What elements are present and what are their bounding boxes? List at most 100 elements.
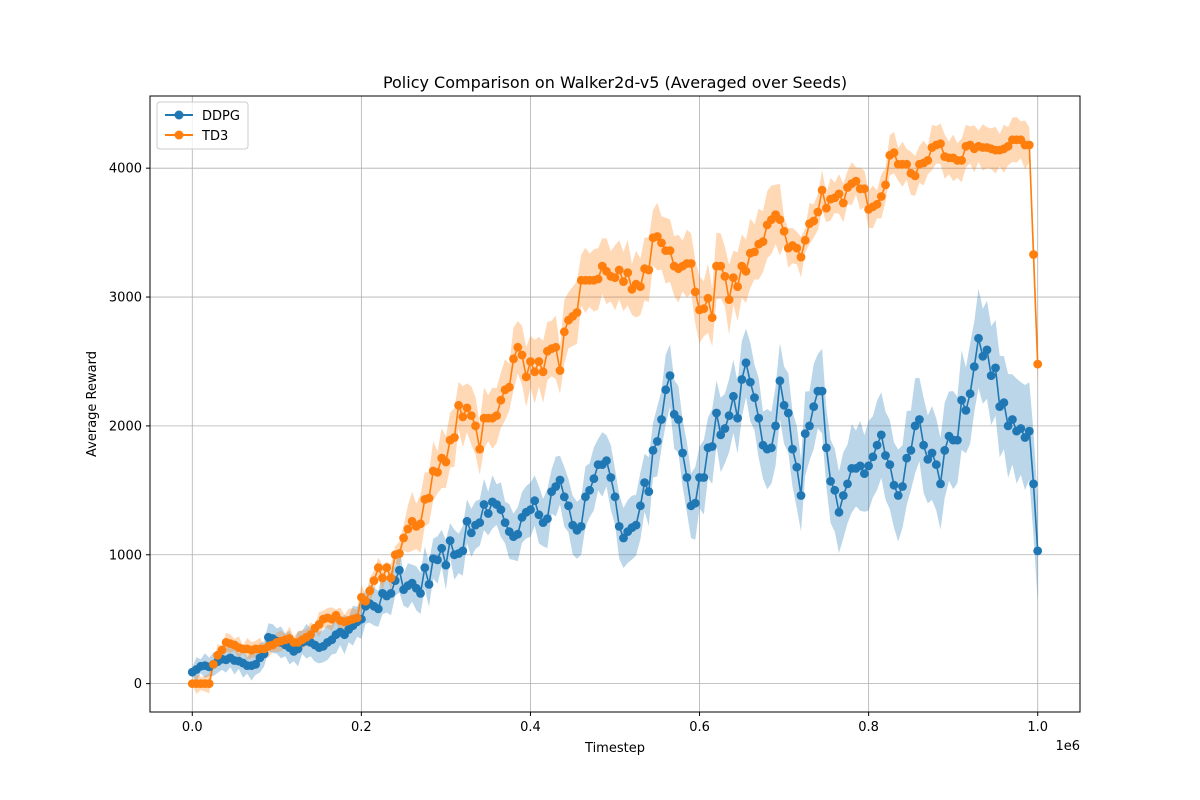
point-td3: [750, 247, 759, 257]
point-td3: [910, 171, 920, 181]
point-ddpg: [293, 644, 303, 654]
point-td3: [361, 596, 370, 606]
point-td3: [889, 148, 899, 158]
point-td3: [572, 308, 582, 317]
point-ddpg: [826, 476, 835, 486]
point-td3: [475, 444, 485, 454]
point-ddpg: [923, 455, 933, 464]
point-td3: [699, 304, 709, 313]
point-ddpg: [931, 460, 941, 469]
point-td3: [204, 679, 214, 688]
point-td3: [741, 266, 751, 276]
x-tick-label: 0.2: [351, 720, 372, 735]
point-ddpg: [619, 533, 628, 543]
point-td3: [504, 382, 514, 392]
axis-ticks: 0.0 0.2 0.4 0.6 0.8 1.0 0 1000 2000 3000 4000: [109, 162, 1048, 735]
point-td3: [822, 203, 831, 213]
point-td3: [716, 261, 726, 271]
point-ddpg: [893, 491, 903, 500]
point-ddpg: [576, 522, 586, 531]
point-ddpg: [416, 589, 425, 598]
point-td3: [559, 327, 569, 337]
point-ddpg: [500, 518, 510, 527]
point-ddpg: [767, 443, 776, 453]
point-ddpg: [982, 345, 992, 355]
point-td3: [209, 659, 218, 669]
point-ddpg: [783, 408, 793, 418]
plot-area: [149, 95, 1081, 713]
point-ddpg: [940, 446, 950, 455]
x-tick-label: 0.8: [858, 720, 879, 735]
point-td3: [1024, 140, 1034, 150]
legend-marker-td3: [174, 130, 184, 140]
point-td3: [458, 412, 468, 422]
point-ddpg: [898, 482, 907, 491]
point-td3: [441, 457, 451, 467]
point-td3: [433, 467, 442, 477]
point-td3: [809, 216, 819, 226]
point-ddpg: [420, 563, 430, 573]
point-ddpg: [551, 482, 561, 491]
point-ddpg: [690, 498, 700, 508]
point-ddpg: [1008, 415, 1017, 424]
point-td3: [551, 342, 561, 352]
point-ddpg: [843, 479, 852, 489]
point-ddpg: [652, 437, 662, 446]
point-ddpg: [496, 505, 506, 515]
point-ddpg: [437, 543, 447, 553]
point-ddpg: [559, 492, 569, 502]
point-ddpg: [631, 520, 641, 530]
point-td3: [496, 395, 506, 405]
point-ddpg: [737, 375, 747, 384]
point-ddpg: [589, 474, 599, 484]
point-ddpg: [614, 522, 624, 531]
point-ddpg: [817, 386, 827, 396]
point-ddpg: [741, 358, 751, 368]
point-ddpg: [961, 406, 971, 415]
point-ddpg: [720, 424, 730, 433]
point-ddpg: [978, 351, 988, 361]
point-ddpg: [458, 546, 468, 556]
point-td3: [657, 238, 666, 248]
point-ddpg: [872, 440, 882, 450]
point-ddpg: [1033, 546, 1043, 556]
point-ddpg: [1029, 479, 1038, 489]
point-ddpg: [585, 485, 594, 495]
series-markers: [187, 135, 1043, 688]
point-td3: [352, 613, 362, 623]
band-td3: [192, 117, 1038, 694]
point-td3: [1003, 141, 1013, 151]
point-ddpg: [754, 413, 764, 423]
point-ddpg: [1016, 424, 1026, 433]
point-ddpg: [957, 395, 966, 405]
point-ddpg: [771, 421, 780, 431]
point-td3: [424, 493, 434, 503]
point-ddpg: [513, 529, 523, 539]
point-ddpg: [657, 415, 666, 424]
point-ddpg: [1020, 433, 1030, 442]
point-ddpg: [881, 451, 890, 460]
point-td3: [796, 252, 806, 262]
x-tick-label: 0.6: [689, 720, 710, 735]
point-ddpg: [830, 485, 840, 495]
point-ddpg: [483, 509, 493, 518]
point-ddpg: [530, 496, 540, 506]
point-td3: [758, 237, 768, 247]
y-tick-label: 4000: [109, 162, 142, 177]
point-ddpg: [969, 362, 979, 371]
point-ddpg: [919, 440, 928, 450]
point-ddpg: [974, 333, 983, 343]
point-ddpg: [792, 462, 802, 472]
point-td3: [517, 350, 527, 360]
point-td3: [876, 192, 886, 201]
point-ddpg: [733, 413, 742, 423]
point-td3: [686, 259, 696, 268]
point-td3: [923, 156, 933, 165]
point-td3: [614, 265, 624, 275]
point-td3: [466, 411, 476, 420]
point-ddpg: [661, 385, 671, 395]
point-ddpg: [927, 448, 937, 458]
point-td3: [399, 533, 408, 543]
axes-frame: [149, 95, 1081, 713]
point-td3: [851, 176, 861, 186]
